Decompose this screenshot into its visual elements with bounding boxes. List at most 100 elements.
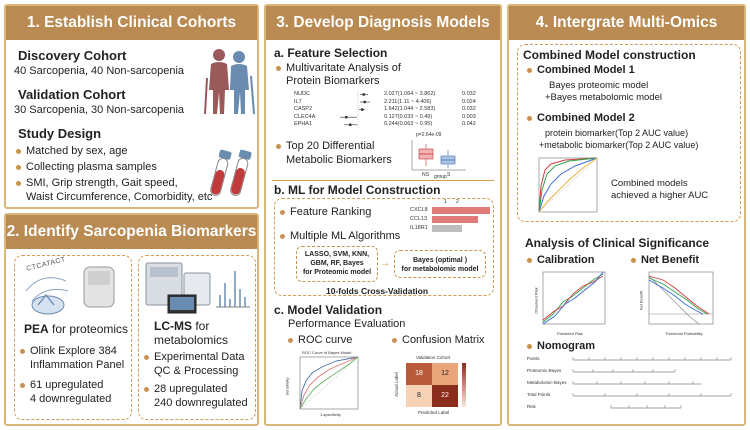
forest-row-p: 0.003 bbox=[462, 113, 476, 120]
feature-selection-title: a. Feature Selection bbox=[274, 46, 388, 60]
panel4-title: 4. Intergrate Multi-Omics bbox=[509, 6, 744, 40]
top20-bullet: Top 20 Differential bbox=[276, 140, 374, 153]
forest-row-p: 0.032 bbox=[462, 91, 476, 97]
forest-row-p: 0.024 bbox=[462, 98, 476, 105]
metabolomics-box bbox=[138, 255, 256, 420]
cm-cell: 22 bbox=[432, 385, 458, 407]
model1-line: +Bayes metabolomic model bbox=[545, 92, 662, 103]
arrow-icon: → bbox=[380, 258, 390, 269]
bayes-line: for metabolomic model bbox=[401, 266, 479, 273]
validation-cohort-title: Validation Cohort bbox=[18, 87, 126, 102]
calibration-bullet: Calibration bbox=[527, 254, 594, 267]
pea-item-cont: Inflammation Panel bbox=[30, 359, 125, 371]
cm-cell: 12 bbox=[432, 363, 458, 385]
proteomics-box bbox=[14, 255, 132, 420]
discovery-cohort-desc: 40 Sarcopenia, 40 Non-sarcopenia bbox=[14, 65, 185, 77]
pea-label-bold: PEA bbox=[24, 322, 49, 336]
algo-line: GBM, RF, Bayes bbox=[310, 260, 364, 267]
lcms-item-cont: 240 downregulated bbox=[154, 397, 248, 409]
forest-row-p: 0.032 bbox=[462, 106, 476, 113]
nomogram-row-label: Metabolomic-Bayes bbox=[527, 380, 567, 385]
bayes-line: Bayes (optimal ) bbox=[412, 257, 468, 264]
rank-bar bbox=[432, 207, 490, 214]
lcms-label-line2: metabolomics bbox=[154, 333, 229, 347]
nomogram-bullet: Nomogram bbox=[527, 340, 595, 353]
model2-title: Combined Model 2 bbox=[527, 112, 635, 125]
forest-row-name: CASP2 bbox=[294, 106, 313, 113]
combined-model-title: Combined Model construction bbox=[523, 48, 696, 62]
lcms-label-rest: for bbox=[192, 319, 210, 333]
auc-note: Combined models bbox=[611, 178, 688, 189]
net-benefit-bullet: Net Benefit bbox=[631, 254, 699, 267]
forest-plot-marks bbox=[340, 91, 370, 129]
model1-line: Bayes proteomic model bbox=[549, 80, 649, 91]
panel-integrate-omics: 4. Intergrate Multi-Omics Combined Model… bbox=[507, 4, 746, 426]
roc-bullet: ROC curve bbox=[288, 334, 352, 347]
roc-chart-title: ROC Curve of Bayes Model bbox=[302, 350, 352, 355]
bayes-box: Bayes (optimal ) for metabolomic model bbox=[394, 250, 486, 278]
cm-title: Validation Cohort bbox=[416, 355, 451, 360]
forest-row-name: EPHA1 bbox=[294, 121, 313, 128]
confusion-bullet: Confusion Matrix bbox=[392, 334, 485, 347]
study-design-title: Study Design bbox=[18, 126, 102, 141]
panel-identify-biomarkers: 2. Identify Sarcopenia Biomarkers CTCATA… bbox=[4, 213, 259, 426]
cm-xlabel: Predicted Label bbox=[418, 410, 450, 415]
nomogram-row-label: Proteomic-Bayes bbox=[527, 368, 562, 373]
nomogram-row-label: Points bbox=[527, 356, 540, 361]
performance-evaluation: Performance Evaluation bbox=[288, 318, 406, 330]
boxplot-cat-s: S bbox=[447, 172, 451, 178]
forest-row-ci: 0.127(0.033 ~ 0.49) bbox=[384, 113, 433, 120]
ml-section-box bbox=[274, 198, 494, 296]
top20-bullet-cont: Metabolic Biomarkers bbox=[286, 154, 392, 166]
panel2-title: 2. Identify Sarcopenia Biomarkers bbox=[6, 215, 257, 249]
forest-row-ci: 2.211(1.11 ~ 4.406) bbox=[384, 98, 432, 105]
validation-cohort-desc: 30 Sarcopenia, 30 Non-sarcopenia bbox=[14, 104, 185, 116]
rank-label: IL18R1 bbox=[410, 225, 428, 231]
design-item: SMI, Grip strength, Gait speed, bbox=[16, 177, 178, 190]
cm-colorbar bbox=[462, 363, 466, 407]
pea-item: 61 upregulated bbox=[20, 379, 103, 392]
pea-item: Olink Explore 384 bbox=[20, 345, 117, 358]
proteomic-algo-box: LASSO, SVM, KNN, GBM, RF, Bayes for Prot… bbox=[296, 246, 378, 282]
calibration-chart bbox=[542, 271, 606, 325]
panel3-title: 3. Develop Diagnosis Models bbox=[266, 6, 500, 40]
lcms-item: 28 upregulated bbox=[144, 383, 227, 396]
pea-item-cont: 4 downregulated bbox=[30, 393, 112, 405]
forest-row-ci: 2.027(1.064 ~ 3.862) bbox=[384, 91, 436, 97]
blood-tube-icon bbox=[210, 149, 252, 196]
forest-row-name: NUDC bbox=[294, 91, 310, 97]
boxplot-xlabel: group bbox=[434, 174, 447, 180]
multivariate-bullet-cont: Protein Biomarkers bbox=[286, 75, 380, 87]
forest-row-p: 0.042 bbox=[462, 121, 476, 128]
combined-roc-chart bbox=[538, 157, 598, 213]
rank-bar bbox=[432, 216, 478, 223]
ml-algorithms-bullet: Multiple ML Algorithms bbox=[280, 230, 400, 243]
algo-line: for Proteomic model bbox=[302, 269, 372, 276]
roc-xlabel: 1-specificity bbox=[320, 412, 341, 417]
boxplot-cat-ns: NS bbox=[422, 172, 429, 178]
roc-chart bbox=[299, 356, 359, 410]
model2-line: protein biomarker(Top 2 AUC value) bbox=[545, 128, 689, 138]
forest-plot-ci: 2.027(1.064 ~ 3.862) 2.211(1.11 ~ 4.406)… bbox=[384, 91, 435, 129]
clinical-significance-title: Analysis of Clinical Significance bbox=[525, 236, 710, 250]
algo-line: LASSO, SVM, KNN, bbox=[304, 251, 370, 258]
design-item: Collecting plasma samples bbox=[16, 161, 157, 174]
rank-bar bbox=[432, 225, 462, 232]
discovery-cohort-title: Discovery Cohort bbox=[18, 48, 127, 63]
model2-line: +metabolic biomarker(Top 2 AUC value) bbox=[539, 140, 699, 150]
ml-header-bar bbox=[272, 180, 494, 181]
net-benefit-chart bbox=[648, 271, 714, 325]
panel-establish-cohorts: 1. Establish Clinical Cohorts Discovery … bbox=[4, 4, 259, 209]
forest-row-ci: 1.642(1.044 ~ 2.583) bbox=[384, 106, 436, 113]
rank-tick: 2 bbox=[456, 199, 459, 205]
cm-ylabel: Actual Label bbox=[393, 372, 399, 397]
calibration-xlabel: Predicted Risk bbox=[557, 331, 583, 336]
forest-row-name: IL7 bbox=[294, 98, 302, 105]
cm-cell: 8 bbox=[406, 385, 432, 407]
auc-note: achieved a higher AUC bbox=[611, 190, 709, 201]
lcms-label: LC-MS for bbox=[154, 319, 209, 333]
ml-title: b. ML for Model Construction bbox=[274, 183, 441, 197]
combined-model-box bbox=[517, 44, 741, 222]
forest-row-ci: 0.244(0.063 ~ 0.95) bbox=[384, 121, 433, 128]
model1-title: Combined Model 1 bbox=[527, 64, 635, 77]
